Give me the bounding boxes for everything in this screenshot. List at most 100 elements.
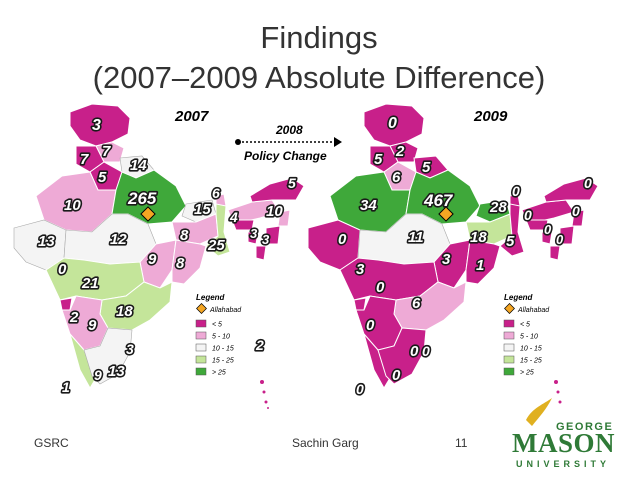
map-2009-value-label: 11 <box>408 229 424 246</box>
map-2007-value-label: 3 <box>262 232 270 247</box>
region-2007-arunachal <box>249 177 305 203</box>
map-2009-value-label: 5 <box>374 151 383 168</box>
region-2009-manipur <box>559 225 575 245</box>
legend-class-label: 15 - 25 <box>520 358 542 365</box>
legend-2007: Legend Allahabad < 5 5 - 10 10 - 15 15 - 25 > … <box>195 293 242 377</box>
map-2007-value-label: 13 <box>108 363 125 380</box>
map-2007-value-label: 21 <box>81 275 99 292</box>
footer-org: GSRC <box>34 436 69 450</box>
map-2007-value-label: 10 <box>266 203 283 220</box>
map-2009-value-label: 0 <box>356 381 364 397</box>
legend-marker-swatch <box>196 303 207 314</box>
region-2007-kerala <box>69 333 97 389</box>
map-2009-value-label: 34 <box>360 197 377 214</box>
slide-title-line1: Findings <box>260 20 378 55</box>
legend-swatch <box>195 319 207 328</box>
map-2009-value-label: 0 <box>524 207 532 223</box>
map-year-2007: 2007 <box>174 108 209 125</box>
legend-class-label: < 5 <box>520 322 530 329</box>
region-2007-nagaland <box>277 209 291 227</box>
george-mason-logo: GEORGE MASON UNIVERSITY <box>512 398 615 469</box>
map-2009-value-label: 28 <box>489 199 507 216</box>
region-2007-kashmir <box>69 103 131 147</box>
map-2009-value-label: 0 <box>392 367 401 384</box>
policy-year: 2008 <box>275 123 303 137</box>
island-2007-a <box>260 380 264 384</box>
legend-class-label: 5 - 10 <box>212 334 230 341</box>
map-2009-value-label: 6 <box>392 169 401 186</box>
map-2009 <box>307 103 599 404</box>
map-2007-value-label: 2 <box>69 309 79 326</box>
map-2007-value-label: 13 <box>38 233 55 250</box>
map-2009-value-label: 3 <box>442 251 451 268</box>
allahabad-marker-2007 <box>140 206 156 222</box>
region-2007-tripura <box>247 231 259 245</box>
map-2007-value-label: 0 <box>58 261 67 278</box>
map-2009-value-label: 18 <box>470 229 487 246</box>
legend-swatch <box>195 367 207 376</box>
map-2007-value-label: 265 <box>127 189 157 208</box>
map-2009-value-label: 0 <box>512 183 520 199</box>
map-2007-value-label: 3 <box>126 341 134 357</box>
policy-change-annotation: 2008 Policy Change <box>235 123 342 163</box>
map-2009-value-label: 0 <box>544 222 552 237</box>
logo-line1: GEORGE <box>556 421 613 433</box>
legend-title: Legend <box>196 293 226 302</box>
map-2007-value-label: 12 <box>110 231 127 248</box>
policy-label: Policy Change <box>244 149 327 163</box>
legend-marker-label: Allahabad <box>517 307 550 314</box>
legend-swatch <box>503 355 515 364</box>
slide-title-line2: (2007–2009 Absolute Difference) <box>92 60 546 95</box>
region-2009-wb <box>499 199 525 257</box>
region-2009-mizoram <box>549 245 561 261</box>
region-2009-meghalaya <box>525 219 549 231</box>
map-2009-value-label: 0 <box>410 343 419 360</box>
region-2007-mizoram <box>255 245 267 261</box>
legend-marker-label: Allahabad <box>209 307 242 314</box>
island-2009-a <box>554 380 558 384</box>
map-2009-value-label: 3 <box>356 261 365 278</box>
map-2007-value-label: 4 <box>229 209 238 225</box>
island-2007-d <box>267 407 269 409</box>
logo-line2: MASON <box>512 428 615 458</box>
region-2009-orissa <box>465 239 501 285</box>
map-2009-value-label: 0 <box>388 115 397 132</box>
legend-class-label: < 5 <box>212 322 222 329</box>
map-2009-value-label: 5 <box>422 159 431 176</box>
map-2007-value-label: 6 <box>212 185 220 201</box>
footer-page-number: 11 <box>455 436 468 450</box>
region-2009-sikkim <box>509 193 521 207</box>
region-2007-meghalaya <box>231 219 255 231</box>
map-2009-value-label: 5 <box>506 233 515 250</box>
region-2009-nagaland <box>571 209 585 227</box>
island-2007-b <box>262 390 266 394</box>
map-2007-value-label: 9 <box>148 251 157 268</box>
region-2007-orissa <box>171 239 207 285</box>
legend-swatch <box>503 367 515 376</box>
map-2007-value-label: 14 <box>130 157 147 174</box>
legend-swatch <box>195 343 207 352</box>
map-2007-value-label: 2 <box>255 337 264 353</box>
region-2007-tn <box>83 327 133 385</box>
map-2009-value-label: 6 <box>412 295 421 312</box>
legend-class-label: 15 - 25 <box>212 358 234 365</box>
map-2007-value-label: 3 <box>250 226 258 241</box>
footer-author: Sachin Garg <box>292 436 359 450</box>
region-2009-goa <box>353 297 367 311</box>
map-2007-value-label: 7 <box>80 151 89 168</box>
legend-title: Legend <box>504 293 534 302</box>
region-2007-wb <box>205 199 231 257</box>
map-2007-value-label: 3 <box>92 117 101 134</box>
map-2007-value-label: 5 <box>288 175 296 191</box>
region-2007-sikkim <box>215 193 227 207</box>
region-2007-manipur <box>265 225 281 245</box>
legend-swatch <box>195 331 207 340</box>
legend-2009: Legend Allahabad < 5 5 - 10 10 - 15 15 - 25 > … <box>503 293 550 377</box>
map-2007-value-label: 1 <box>62 379 70 395</box>
policy-arrow-start <box>235 139 241 145</box>
map-2009-value-label: 0 <box>338 231 347 248</box>
map-2007-value-label: 10 <box>64 197 81 214</box>
